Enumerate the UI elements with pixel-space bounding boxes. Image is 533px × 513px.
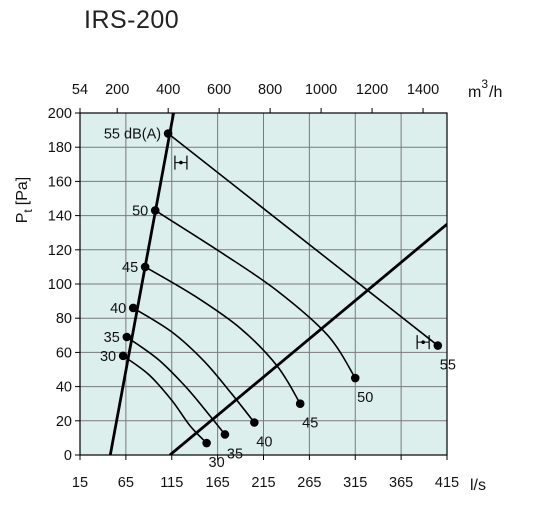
curve-label: 35: [227, 446, 243, 462]
x-top-label-exp: 3: [481, 77, 488, 91]
y-axis-label-sub: t: [21, 209, 35, 213]
y-tick-label: 40: [56, 380, 72, 396]
curve-label: 35: [104, 330, 120, 346]
curve-label: 55: [440, 358, 456, 374]
x-bottom-tick-label: 165: [206, 475, 230, 491]
x-top-label-base: m: [468, 84, 481, 101]
curve-point: [250, 418, 259, 427]
curve-50: [154, 209, 356, 379]
marker-dot: [179, 160, 183, 165]
curve-point: [150, 206, 160, 215]
x-bottom-tick-label: 65: [118, 475, 134, 491]
curves: [108, 113, 447, 455]
y-tick-label: 60: [56, 345, 72, 361]
x-top-tick-label: 600: [207, 82, 231, 98]
curve-point: [140, 262, 150, 272]
axes: 0 20 40 60 80 100 120 140 160 180 200 15 65 115 165 215…: [48, 82, 459, 491]
x-top-tick-label: 1200: [356, 82, 388, 98]
curve-label: 30: [100, 349, 116, 365]
x-bottom-tick-label: 215: [251, 475, 275, 491]
marker-dot: [421, 340, 425, 344]
y-axis-label-unit: [Pa]: [14, 177, 31, 205]
x-top-tick-label: 1400: [407, 82, 439, 98]
y-tick-label: 180: [48, 140, 72, 156]
curve-label: 40: [256, 435, 272, 451]
curve-point: [220, 430, 230, 439]
boundary-line-max: [169, 223, 447, 455]
curve-label: 45: [302, 416, 318, 432]
y-tick-label: 140: [48, 209, 72, 225]
y-tick-label: 200: [48, 106, 72, 122]
curve-35: [126, 336, 226, 435]
x-top-tick-label: 54: [72, 82, 88, 98]
y-tick-label: 100: [48, 277, 72, 293]
x-top-label-slash: /: [489, 84, 494, 101]
curve-point: [118, 351, 128, 361]
curve-point: [433, 341, 443, 350]
x-bottom-tick-label: 15: [72, 475, 88, 491]
curve-label: 55 dB(A): [104, 127, 161, 143]
y-tick-label: 160: [48, 174, 72, 190]
curve-label: 40: [110, 301, 126, 317]
curve-label: 50: [132, 203, 148, 219]
curve-point: [295, 399, 305, 409]
x-bottom-axis-label: l/s: [470, 477, 486, 494]
x-top-tick-label: 200: [105, 82, 129, 98]
curve-point: [163, 129, 173, 138]
y-axis-label-main: P: [14, 213, 31, 224]
boundary-line-min: [108, 113, 175, 455]
curve-point: [128, 303, 138, 313]
x-bottom-tick-label: 265: [297, 475, 321, 491]
x-top-tick-label: 400: [156, 82, 180, 98]
x-top-axis-label: m3/h: [468, 77, 502, 101]
curve-point: [350, 373, 360, 383]
curve-55-dB-A-: [167, 132, 439, 347]
x-top-tick-label: 1000: [305, 82, 337, 98]
max-marker: [416, 335, 430, 350]
min-marker: [174, 155, 188, 170]
x-bottom-tick-label: 315: [343, 475, 367, 491]
plot-frame: [79, 112, 448, 456]
x-bottom-tick-label: 415: [435, 475, 459, 491]
curve-label: 50: [357, 390, 373, 406]
x-bottom-tick-label: 115: [160, 475, 183, 491]
curve-45: [144, 266, 301, 405]
y-tick-label: 0: [64, 448, 72, 464]
curve-40: [132, 307, 255, 424]
y-tick-label: 120: [48, 243, 72, 259]
x-bottom-tick-label: 365: [389, 475, 413, 491]
curve-point: [122, 332, 132, 342]
y-tick-label: 20: [56, 414, 72, 430]
y-tick-label: 80: [56, 311, 72, 327]
chart-title: IRS-200: [84, 6, 180, 34]
curve-point: [202, 438, 211, 448]
curve-30: [122, 355, 208, 444]
curve-label: 45: [122, 260, 138, 276]
curve-label: 30: [209, 455, 225, 471]
x-top-tick-label: 800: [258, 82, 282, 98]
x-top-label-den: h: [493, 84, 502, 101]
y-axis-label: Pt [Pa]: [14, 177, 35, 223]
